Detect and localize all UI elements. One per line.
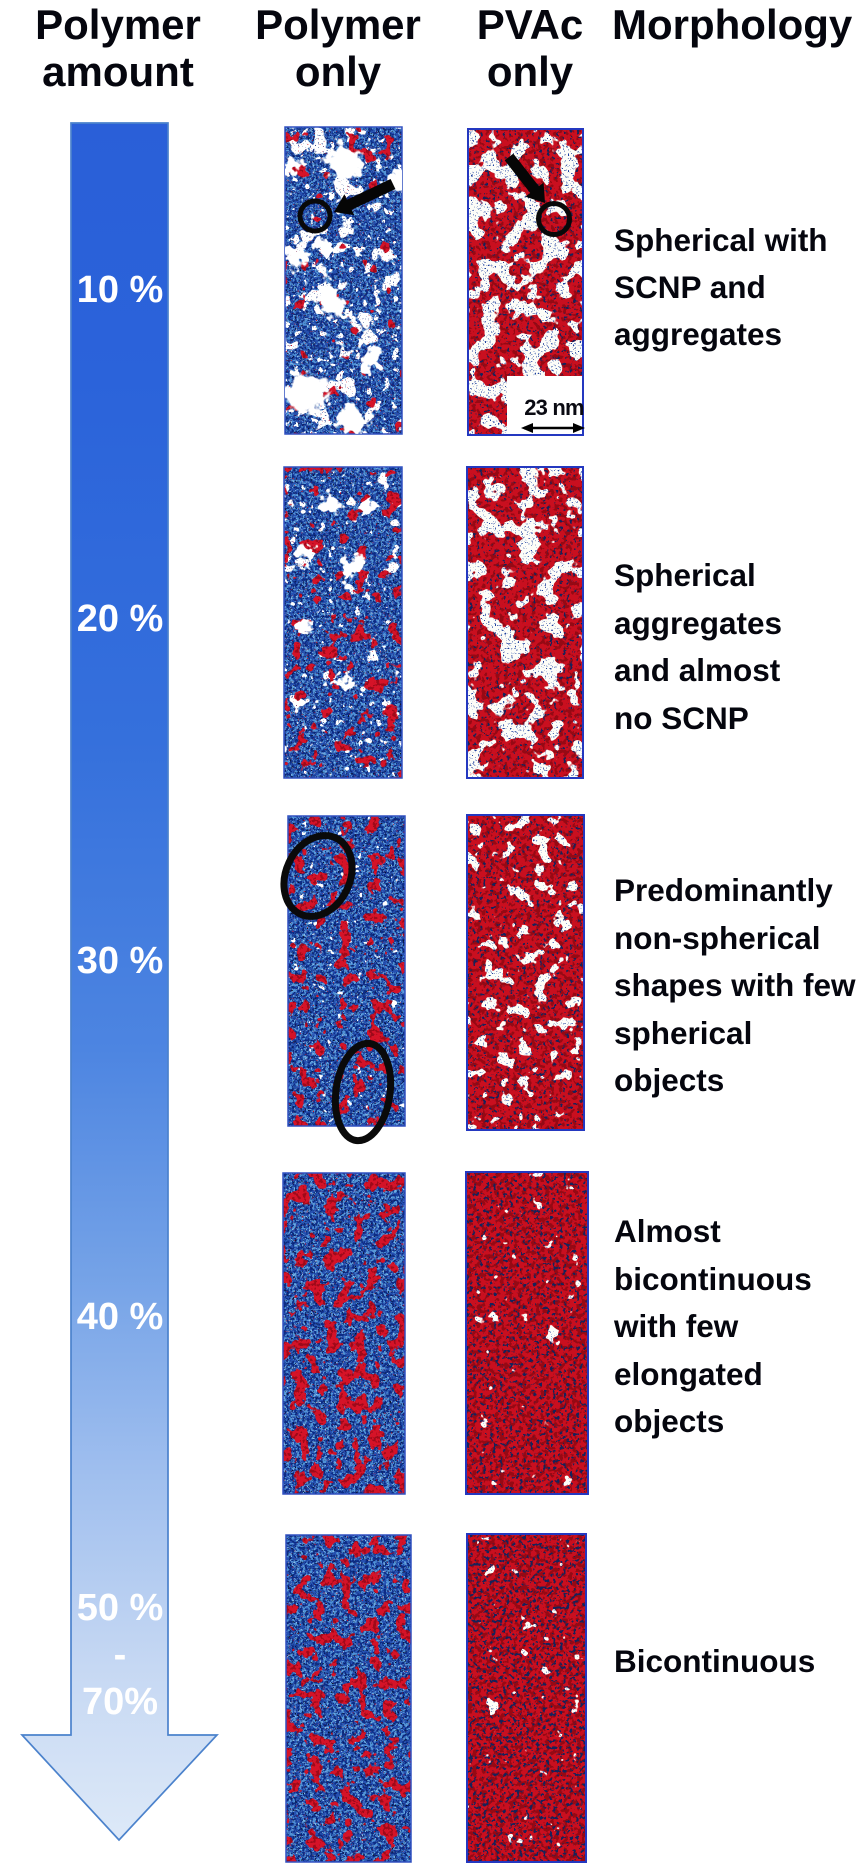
svg-text:23 nm: 23 nm (524, 395, 584, 420)
